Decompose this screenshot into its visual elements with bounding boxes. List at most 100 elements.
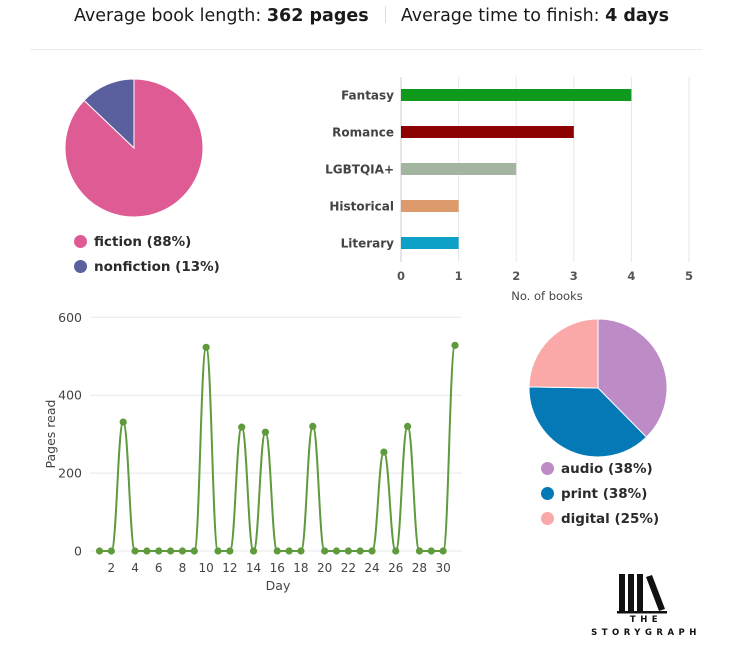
pie-slice-nonfiction <box>83 78 135 150</box>
storygraph-logo-icon <box>617 574 667 614</box>
header-separator <box>385 6 387 23</box>
header-divider <box>30 49 702 50</box>
legend-label: print (38%) <box>561 485 648 502</box>
x-tick-label: 0 <box>397 269 405 283</box>
category-label-fantasy: Fantasy <box>341 89 394 103</box>
x-tick-label: 14 <box>246 561 261 575</box>
x-tick-label: 3 <box>570 269 578 283</box>
bar-literary <box>401 237 459 249</box>
x-tick-label: 6 <box>155 561 163 575</box>
y-tick-label: 400 <box>58 388 82 403</box>
data-point-day-22 <box>344 547 352 555</box>
data-point-day-11 <box>214 547 222 555</box>
legend-item-print: print (38%) <box>541 481 659 506</box>
stats-header: Average book length: 362 pages Average t… <box>0 6 743 26</box>
data-point-day-31 <box>451 341 459 349</box>
data-point-day-16 <box>273 547 281 555</box>
x-tick-label: 28 <box>412 561 427 575</box>
x-tick-label: 22 <box>341 561 356 575</box>
data-point-day-15 <box>261 428 269 436</box>
x-tick-label: 5 <box>685 269 693 283</box>
avg-time-value: 4 days <box>605 6 670 26</box>
x-axis-title: No. of books <box>511 289 583 303</box>
x-tick-label: 16 <box>270 561 285 575</box>
data-point-day-27 <box>404 422 412 430</box>
category-label-lgbtqia: LGBTQIA+ <box>325 163 394 177</box>
bar-fantasy <box>401 89 632 101</box>
pie-slice-audio <box>597 318 668 438</box>
x-tick-label: 18 <box>293 561 308 575</box>
logo-text: THE STORYGRAPH <box>591 615 701 638</box>
data-point-day-20 <box>321 547 329 555</box>
data-point-day-7 <box>167 547 175 555</box>
bar-historical <box>401 200 459 212</box>
data-point-day-21 <box>332 547 341 555</box>
legend-label: fiction (88%) <box>94 233 192 250</box>
x-tick-label: 10 <box>199 561 214 575</box>
category-label-romance: Romance <box>332 126 394 140</box>
data-point-day-29 <box>427 547 435 555</box>
x-axis-title: Day <box>266 578 291 593</box>
legend-swatch <box>74 235 87 248</box>
y-tick-label: 0 <box>74 544 82 559</box>
bar-lgbtqia <box>401 163 517 175</box>
data-point-day-19 <box>309 422 317 430</box>
data-point-day-25 <box>380 448 388 456</box>
legend-label: digital (25%) <box>561 510 660 527</box>
data-point-day-28 <box>415 547 424 555</box>
data-point-day-9 <box>190 547 198 555</box>
data-point-day-2 <box>107 547 115 555</box>
data-point-day-26 <box>392 547 400 555</box>
legend-item-fiction: fiction (88%) <box>74 229 220 254</box>
legend-swatch <box>541 462 554 475</box>
data-point-day-6 <box>155 547 163 555</box>
category-label-historical: Historical <box>329 200 394 214</box>
x-tick-label: 4 <box>131 561 139 575</box>
legend-swatch <box>74 260 87 273</box>
legend-label: nonfiction (13%) <box>94 258 220 275</box>
x-tick-label: 2 <box>108 561 116 575</box>
data-point-day-13 <box>238 423 246 431</box>
storygraph-logo: THE STORYGRAPH <box>590 572 702 644</box>
data-point-day-18 <box>297 547 305 555</box>
data-point-day-10 <box>202 343 210 351</box>
legend-label: audio (38%) <box>561 460 653 477</box>
x-tick-label: 30 <box>436 561 451 575</box>
category-label-literary: Literary <box>341 237 395 251</box>
x-tick-label: 2 <box>512 269 520 283</box>
data-point-day-24 <box>368 547 376 555</box>
x-tick-label: 20 <box>317 561 332 575</box>
avg-length-value: 362 pages <box>266 6 369 26</box>
data-point-day-1 <box>95 547 104 555</box>
legend-swatch <box>541 512 554 525</box>
data-point-day-14 <box>249 547 258 555</box>
data-point-day-3 <box>119 418 127 426</box>
legend-item-audio: audio (38%) <box>541 456 659 481</box>
legend-item-nonfiction: nonfiction (13%) <box>74 254 220 279</box>
data-point-day-17 <box>285 547 293 555</box>
pie-slice-print <box>528 386 648 458</box>
data-point-day-23 <box>356 547 364 555</box>
y-tick-label: 600 <box>58 310 82 325</box>
data-point-day-5 <box>143 547 151 555</box>
legend-swatch <box>541 487 554 500</box>
data-point-day-8 <box>178 547 187 555</box>
x-tick-label: 8 <box>179 561 187 575</box>
data-point-day-4 <box>131 547 139 555</box>
format-pie-legend: audio (38%) print (38%) digital (25%) <box>541 456 659 531</box>
x-tick-label: 1 <box>455 269 463 283</box>
x-tick-label: 24 <box>364 561 379 575</box>
avg-length-label: Average book length: <box>73 6 262 26</box>
y-tick-label: 200 <box>58 466 82 481</box>
y-axis-title: Pages read <box>43 400 58 469</box>
data-point-day-30 <box>439 547 447 555</box>
pie-slice-digital <box>528 318 599 389</box>
data-point-day-12 <box>226 547 234 555</box>
fiction-pie-legend: fiction (88%) nonfiction (13%) <box>74 229 220 279</box>
avg-time-label: Average time to finish: <box>400 6 600 26</box>
legend-item-digital: digital (25%) <box>541 506 659 531</box>
